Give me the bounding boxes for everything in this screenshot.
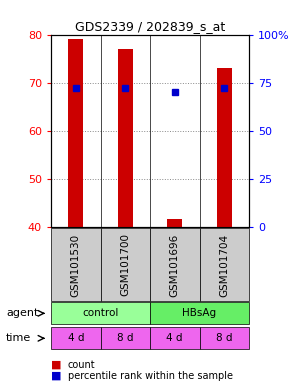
- Bar: [167, 219, 182, 227]
- Text: agent: agent: [6, 308, 38, 318]
- Text: ■: ■: [51, 371, 62, 381]
- Text: GSM101696: GSM101696: [170, 233, 180, 296]
- Text: time: time: [6, 333, 31, 343]
- Text: 4 d: 4 d: [167, 333, 183, 343]
- Bar: [217, 68, 232, 227]
- Title: GDS2339 / 202839_s_at: GDS2339 / 202839_s_at: [75, 20, 225, 33]
- Bar: [118, 49, 133, 227]
- Text: 4 d: 4 d: [68, 333, 84, 343]
- Text: 8 d: 8 d: [117, 333, 134, 343]
- Bar: [68, 40, 83, 227]
- Text: ■: ■: [51, 360, 62, 370]
- Text: GSM101700: GSM101700: [120, 233, 130, 296]
- Text: GSM101704: GSM101704: [219, 233, 229, 296]
- Text: percentile rank within the sample: percentile rank within the sample: [68, 371, 232, 381]
- Text: count: count: [68, 360, 95, 370]
- Text: control: control: [82, 308, 119, 318]
- Text: HBsAg: HBsAg: [182, 308, 217, 318]
- Text: GSM101530: GSM101530: [71, 233, 81, 296]
- Text: 8 d: 8 d: [216, 333, 232, 343]
